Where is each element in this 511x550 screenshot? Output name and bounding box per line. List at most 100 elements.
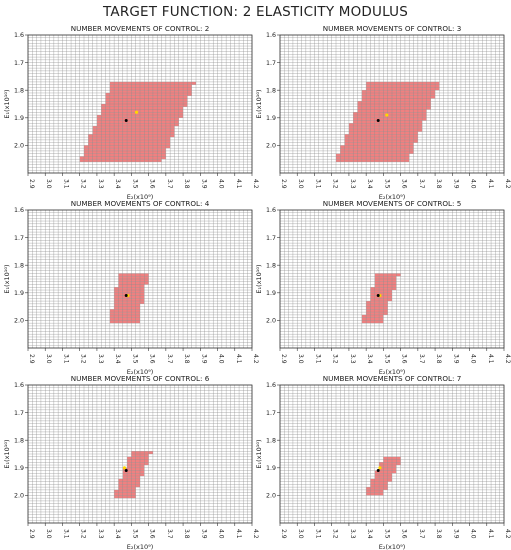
region-cell: [348, 123, 423, 127]
axes-frame: [27, 384, 253, 524]
grid: [279, 209, 505, 349]
x-tick-label: 4.1: [487, 529, 494, 539]
y-axis-label: E₁(x10¹⁰): [3, 89, 11, 118]
y-tick-label: 1.6: [266, 382, 276, 389]
region-cell: [336, 156, 410, 160]
region-cell: [361, 90, 436, 93]
x-axis-label: E₂(x10⁹): [379, 368, 406, 376]
y-axis-label: E₁(x10¹⁰): [3, 264, 11, 293]
x-tick-label: 3.5: [383, 529, 390, 539]
region-cell: [92, 131, 175, 135]
x-tick-label: 4.0: [470, 354, 477, 364]
region-cell: [366, 309, 388, 313]
y-tick-label: 1.6: [266, 207, 276, 214]
region-cell: [361, 95, 436, 99]
region-cell: [114, 301, 145, 304]
x-tick-label: 4.1: [235, 354, 242, 364]
region-cell: [131, 451, 153, 454]
region-cell: [336, 159, 410, 162]
x-tick-label: 3.1: [314, 354, 321, 364]
x-axis-label: E₂(x10⁹): [127, 193, 154, 201]
region-cell: [357, 104, 431, 107]
region-cell: [361, 92, 436, 96]
subplot-title: NUMBER MOVEMENTS OF CONTROL: 5: [323, 199, 462, 208]
x-tick-label: 3.7: [418, 179, 425, 189]
region-cell: [105, 95, 188, 99]
region-cell: [92, 126, 175, 129]
y-tick-label: 1.8: [14, 437, 24, 444]
region-cell: [101, 109, 184, 113]
x-tick-label: 4.1: [487, 179, 494, 189]
region-cell: [114, 492, 136, 496]
x-tick-label: 3.9: [452, 354, 459, 364]
y-tick-label: 1.6: [14, 32, 24, 39]
x-tick-label: 3.0: [45, 354, 52, 364]
y-axis-label: E₁(x10¹⁰): [255, 89, 263, 118]
x-tick-label: 4.2: [252, 354, 259, 364]
region-cell: [340, 145, 414, 149]
region-cell: [366, 306, 388, 310]
x-tick-label: 4.2: [504, 529, 511, 539]
y-tick-label: 1.9: [14, 465, 24, 472]
true-point: [124, 119, 128, 123]
x-tick-label: 3.0: [45, 529, 52, 539]
region-cell: [118, 279, 149, 282]
estimate-point: [122, 466, 127, 470]
y-tick-label: 1.9: [266, 465, 276, 472]
subplot-title: NUMBER MOVEMENTS OF CONTROL: 3: [323, 24, 462, 33]
x-tick-label: 3.5: [383, 179, 390, 189]
x-tick-label: 3.4: [114, 354, 121, 364]
region-cell: [109, 90, 192, 93]
x-tick-label: 3.5: [131, 529, 138, 539]
subplot-title: NUMBER MOVEMENTS OF CONTROL: 4: [71, 199, 210, 208]
x-tick-label: 3.7: [166, 529, 173, 539]
x-axis-label: E₂(x10⁹): [379, 543, 406, 550]
axes-frame: [27, 34, 253, 174]
x-tick-label: 4.0: [218, 179, 225, 189]
y-tick-label: 2.0: [266, 318, 276, 325]
region-cell: [348, 126, 423, 129]
x-tick-label: 3.9: [200, 529, 207, 539]
region-cell: [370, 298, 392, 302]
region-cell: [344, 137, 418, 140]
region-cell: [348, 128, 423, 132]
subplot-title: NUMBER MOVEMENTS OF CONTROL: 6: [71, 374, 210, 383]
x-tick-label: 3.6: [149, 354, 156, 364]
region-cell: [357, 106, 431, 110]
x-tick-label: 3.8: [435, 354, 442, 364]
y-tick-label: 1.6: [14, 382, 24, 389]
x-tick-label: 3.8: [435, 179, 442, 189]
region-cell: [370, 478, 392, 482]
x-tick-label: 3.6: [401, 354, 408, 364]
region-cell: [361, 317, 384, 321]
x-tick-label: 3.0: [45, 179, 52, 189]
x-tick-label: 3.4: [114, 179, 121, 189]
subplot-2: NUMBER MOVEMENTS OF CONTROL: 3 2.9 3.0 3.1 3…: [255, 24, 511, 201]
region-cell: [96, 120, 179, 124]
region-cell: [92, 128, 175, 132]
subplot-4: NUMBER MOVEMENTS OF CONTROL: 5 2.9 3.0 3.1 3…: [255, 199, 511, 376]
y-tick-label: 2.0: [14, 493, 24, 500]
region-cell: [340, 148, 414, 151]
region-cell: [370, 292, 392, 296]
region-cell: [357, 101, 431, 104]
y-tick-label: 1.8: [266, 262, 276, 269]
y-tick-label: 1.7: [266, 60, 276, 67]
x-tick-label: 3.0: [297, 529, 304, 539]
region-cell: [114, 298, 145, 302]
region-cell: [109, 314, 140, 318]
subplot-3: NUMBER MOVEMENTS OF CONTROL: 4 2.9 3.0 3.1 3…: [3, 199, 259, 376]
region-cell: [366, 312, 388, 315]
x-tick-label: 2.9: [28, 354, 35, 364]
region-cell: [114, 287, 145, 291]
region-cell: [374, 281, 397, 285]
x-tick-label: 4.2: [252, 179, 259, 189]
x-tick-label: 4.0: [218, 529, 225, 539]
region-cell: [101, 112, 184, 116]
region-cell: [370, 290, 392, 293]
x-tick-label: 3.2: [80, 179, 87, 189]
x-tick-label: 3.5: [383, 354, 390, 364]
x-tick-label: 2.9: [28, 179, 35, 189]
x-tick-label: 3.6: [149, 179, 156, 189]
region-cell: [96, 123, 179, 127]
